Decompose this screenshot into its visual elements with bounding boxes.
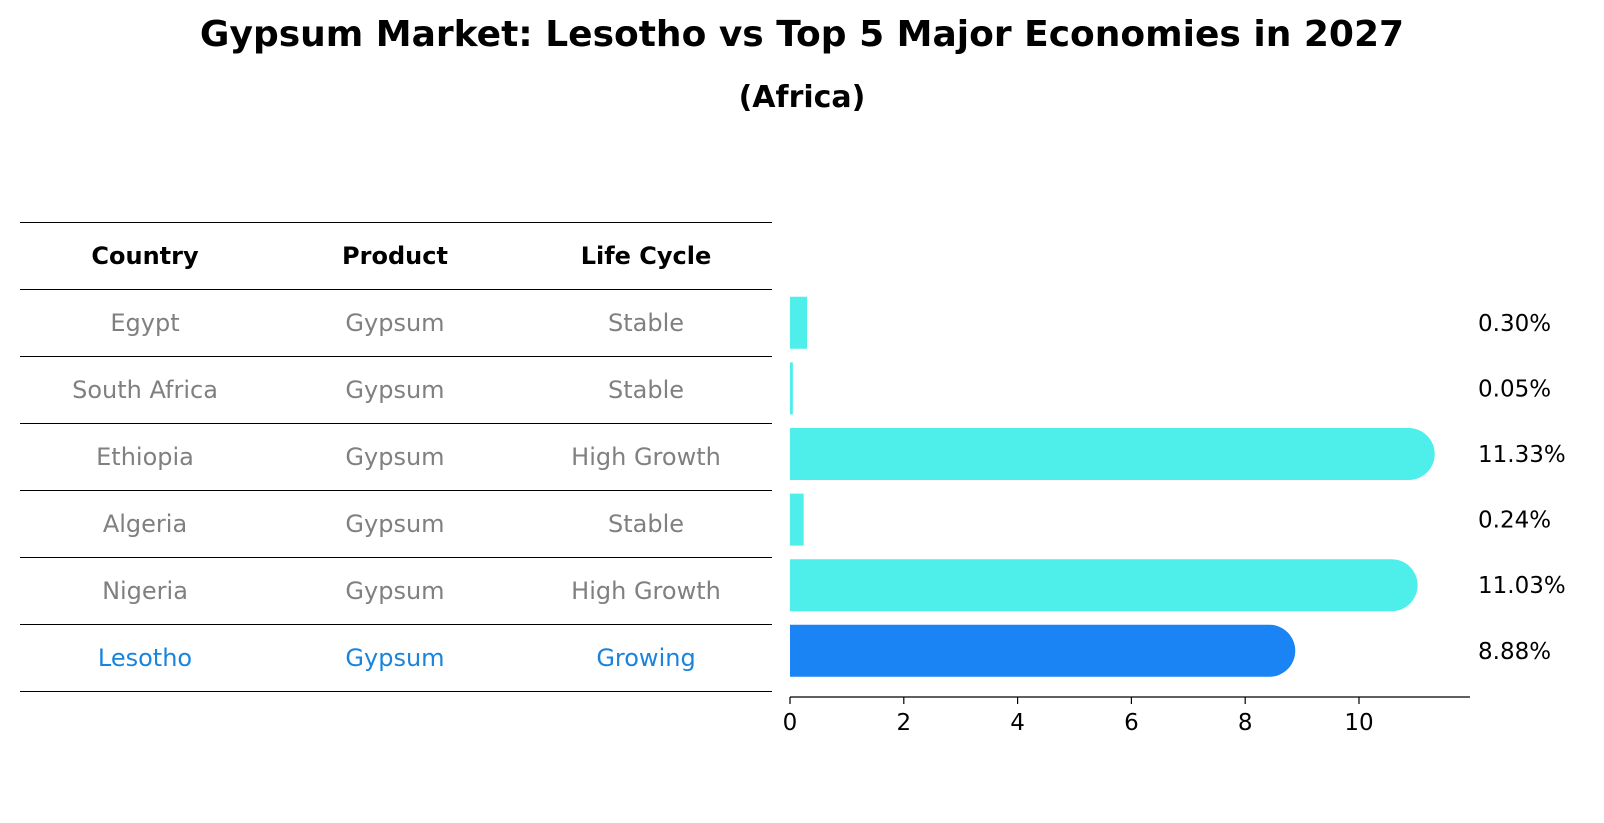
cell-life-cycle: Stable xyxy=(607,309,685,337)
table-header-row: Country Product Life Cycle xyxy=(20,222,772,289)
cell-product: Gypsum xyxy=(345,510,445,538)
cell-country: South Africa xyxy=(72,376,218,404)
x-tick-label: 0 xyxy=(783,710,798,736)
bar-south-africa xyxy=(790,362,793,415)
cell-life-cycle: Stable xyxy=(607,510,685,538)
cell-country: Egypt xyxy=(110,309,180,337)
cell-product: Gypsum xyxy=(345,577,445,605)
cell-life-cycle: High Growth xyxy=(571,577,721,605)
table-row: Ethiopia Gypsum High Growth xyxy=(20,423,772,490)
table-row: Egypt Gypsum Stable xyxy=(20,289,772,356)
x-tick-label: 4 xyxy=(1010,710,1025,736)
table-row-highlight: Lesotho Gypsum Growing xyxy=(20,624,772,692)
table-row: Algeria Gypsum Stable xyxy=(20,490,772,557)
x-tick-label: 8 xyxy=(1238,710,1253,736)
value-label: 0.30% xyxy=(1478,311,1551,337)
cell-life-cycle: Stable xyxy=(607,376,685,404)
header-country: Country xyxy=(91,242,199,270)
cell-product: Gypsum xyxy=(345,443,445,471)
cell-country: Nigeria xyxy=(102,577,188,605)
bar-lesotho xyxy=(790,624,1296,677)
header-product: Product xyxy=(342,242,448,270)
x-tick-label: 10 xyxy=(1344,710,1373,736)
bar-egypt xyxy=(790,296,808,349)
chart-title: Gypsum Market: Lesotho vs Top 5 Major Ec… xyxy=(199,14,1405,55)
cell-country: Lesotho xyxy=(97,644,193,672)
cell-product: Gypsum xyxy=(345,309,445,337)
header-life-cycle: Life Cycle xyxy=(580,242,712,270)
value-label: 0.24% xyxy=(1478,508,1551,534)
table-row: South Africa Gypsum Stable xyxy=(20,356,772,423)
cell-country: Algeria xyxy=(102,510,188,538)
x-tick-label: 2 xyxy=(896,710,911,736)
table-row: Nigeria Gypsum High Growth xyxy=(20,557,772,624)
value-label: 11.33% xyxy=(1478,442,1566,468)
value-label: 0.05% xyxy=(1478,376,1551,402)
cell-country: Ethiopia xyxy=(96,443,194,471)
bar-nigeria xyxy=(790,559,1418,612)
cell-product: Gypsum xyxy=(345,376,445,404)
cell-life-cycle: High Growth xyxy=(571,443,721,471)
bar-ethiopia xyxy=(790,428,1435,480)
cell-life-cycle: Growing xyxy=(596,644,696,672)
bar-algeria xyxy=(790,493,804,546)
value-label: 11.03% xyxy=(1478,573,1566,599)
cell-product: Gypsum xyxy=(345,644,445,672)
x-tick-label: 6 xyxy=(1124,710,1139,736)
value-label: 8.88% xyxy=(1478,639,1551,665)
data-table: Country Product Life Cycle Egypt Gypsum … xyxy=(20,222,772,692)
chart-subtitle: (Africa) xyxy=(738,80,866,115)
